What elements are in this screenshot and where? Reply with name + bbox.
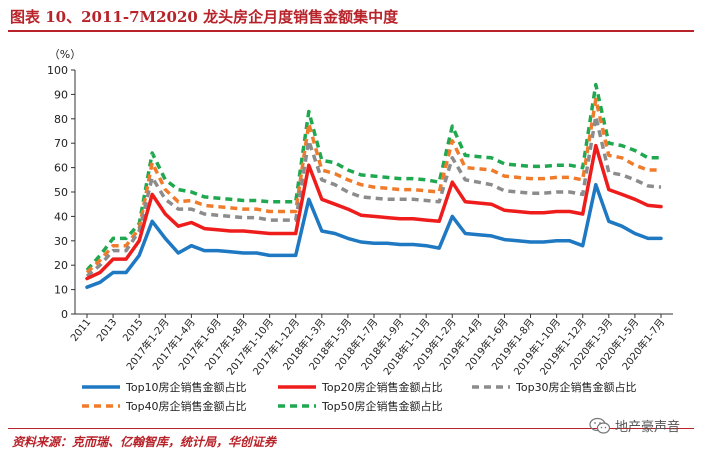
series-line-top20 — [85, 143, 663, 281]
source-divider — [8, 428, 694, 429]
page-title: 图表 10、2011-7M2020 龙头房企月度销售金额集中度 — [10, 8, 399, 26]
x-tick-label: 2015 — [121, 317, 145, 344]
title-divider — [8, 30, 694, 32]
source-note: 资料来源：克而瑞、亿翰智库，统计局，华创证券 — [12, 435, 277, 449]
legend-label-top30: Top30房企销售金额占比 — [515, 380, 637, 394]
y-tick-label: 50 — [54, 186, 68, 199]
y-tick-label: 20 — [54, 259, 68, 272]
series-line-top50 — [85, 82, 661, 272]
series-line-top30 — [85, 114, 662, 278]
y-tick-label: 0 — [61, 308, 68, 321]
legend-label-top20: Top20房企销售金额占比 — [321, 380, 443, 394]
y-tick-label: 90 — [54, 88, 68, 101]
x-tick-label: 2013 — [95, 317, 119, 344]
y-tick-label: 70 — [54, 137, 68, 150]
y-tick-label: 60 — [54, 162, 68, 175]
legend-label-top40: Top40房企销售金额占比 — [125, 399, 247, 413]
y-tick-label: 10 — [54, 284, 68, 297]
y-tick-label: 80 — [54, 113, 68, 126]
wechat-icon — [589, 417, 611, 434]
series-line-top40 — [85, 97, 661, 274]
x-tick-label: 2011 — [69, 317, 93, 344]
y-tick-label: 30 — [54, 235, 68, 248]
y-unit-label: （%） — [49, 48, 81, 61]
series-line-top10 — [85, 182, 663, 289]
y-tick-label: 100 — [47, 64, 68, 77]
watermark-text: 地产豪声音 — [614, 420, 680, 435]
legend-label-top50: Top50房企销售金额占比 — [321, 399, 443, 413]
legend-label-top10: Top10房企销售金额占比 — [125, 380, 247, 394]
title-bar: 图表 10、2011-7M2020 龙头房企月度销售金额集中度 — [0, 0, 702, 30]
watermark: 地产豪声音 — [589, 416, 680, 435]
y-tick-label: 40 — [54, 210, 68, 223]
